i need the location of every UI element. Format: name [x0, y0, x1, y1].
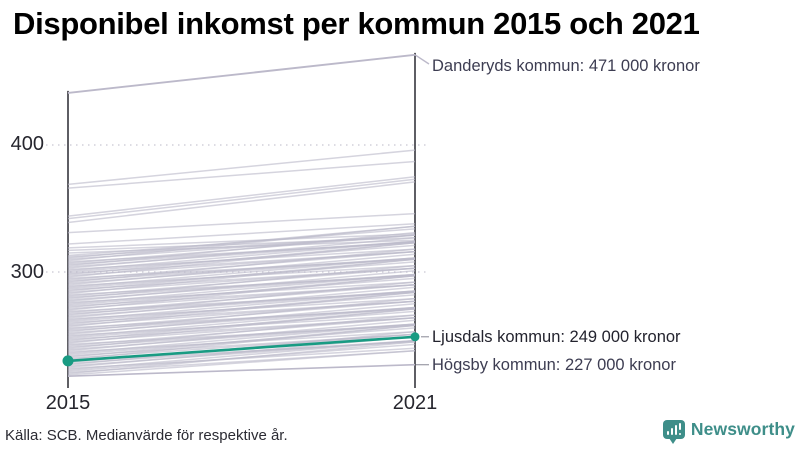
- newsworthy-bar-chart-icon: [662, 420, 685, 444]
- x-tick-label-2015: 2015: [45, 392, 91, 414]
- y-tick-label-300: 300: [10, 261, 44, 283]
- annotation-ljusdal: Ljusdals kommun: 249 000 kronor: [432, 328, 681, 346]
- y-tick-label-400: 400: [10, 133, 44, 155]
- source-note: Källa: SCB. Medianvärde för respektive å…: [5, 427, 288, 444]
- annotation-danderyd: Danderyds kommun: 471 000 kronor: [432, 57, 700, 75]
- newsworthy-wordmark: Newsworthy: [690, 419, 795, 439]
- page-title: Disponibel inkomst per kommun 2015 och 2…: [13, 6, 700, 41]
- x-tick-label-2021: 2021: [392, 392, 438, 414]
- annotation-hogsby: Högsby kommun: 227 000 kronor: [432, 356, 676, 374]
- newsworthy-logo[interactable]: Newsworthy: [662, 419, 795, 444]
